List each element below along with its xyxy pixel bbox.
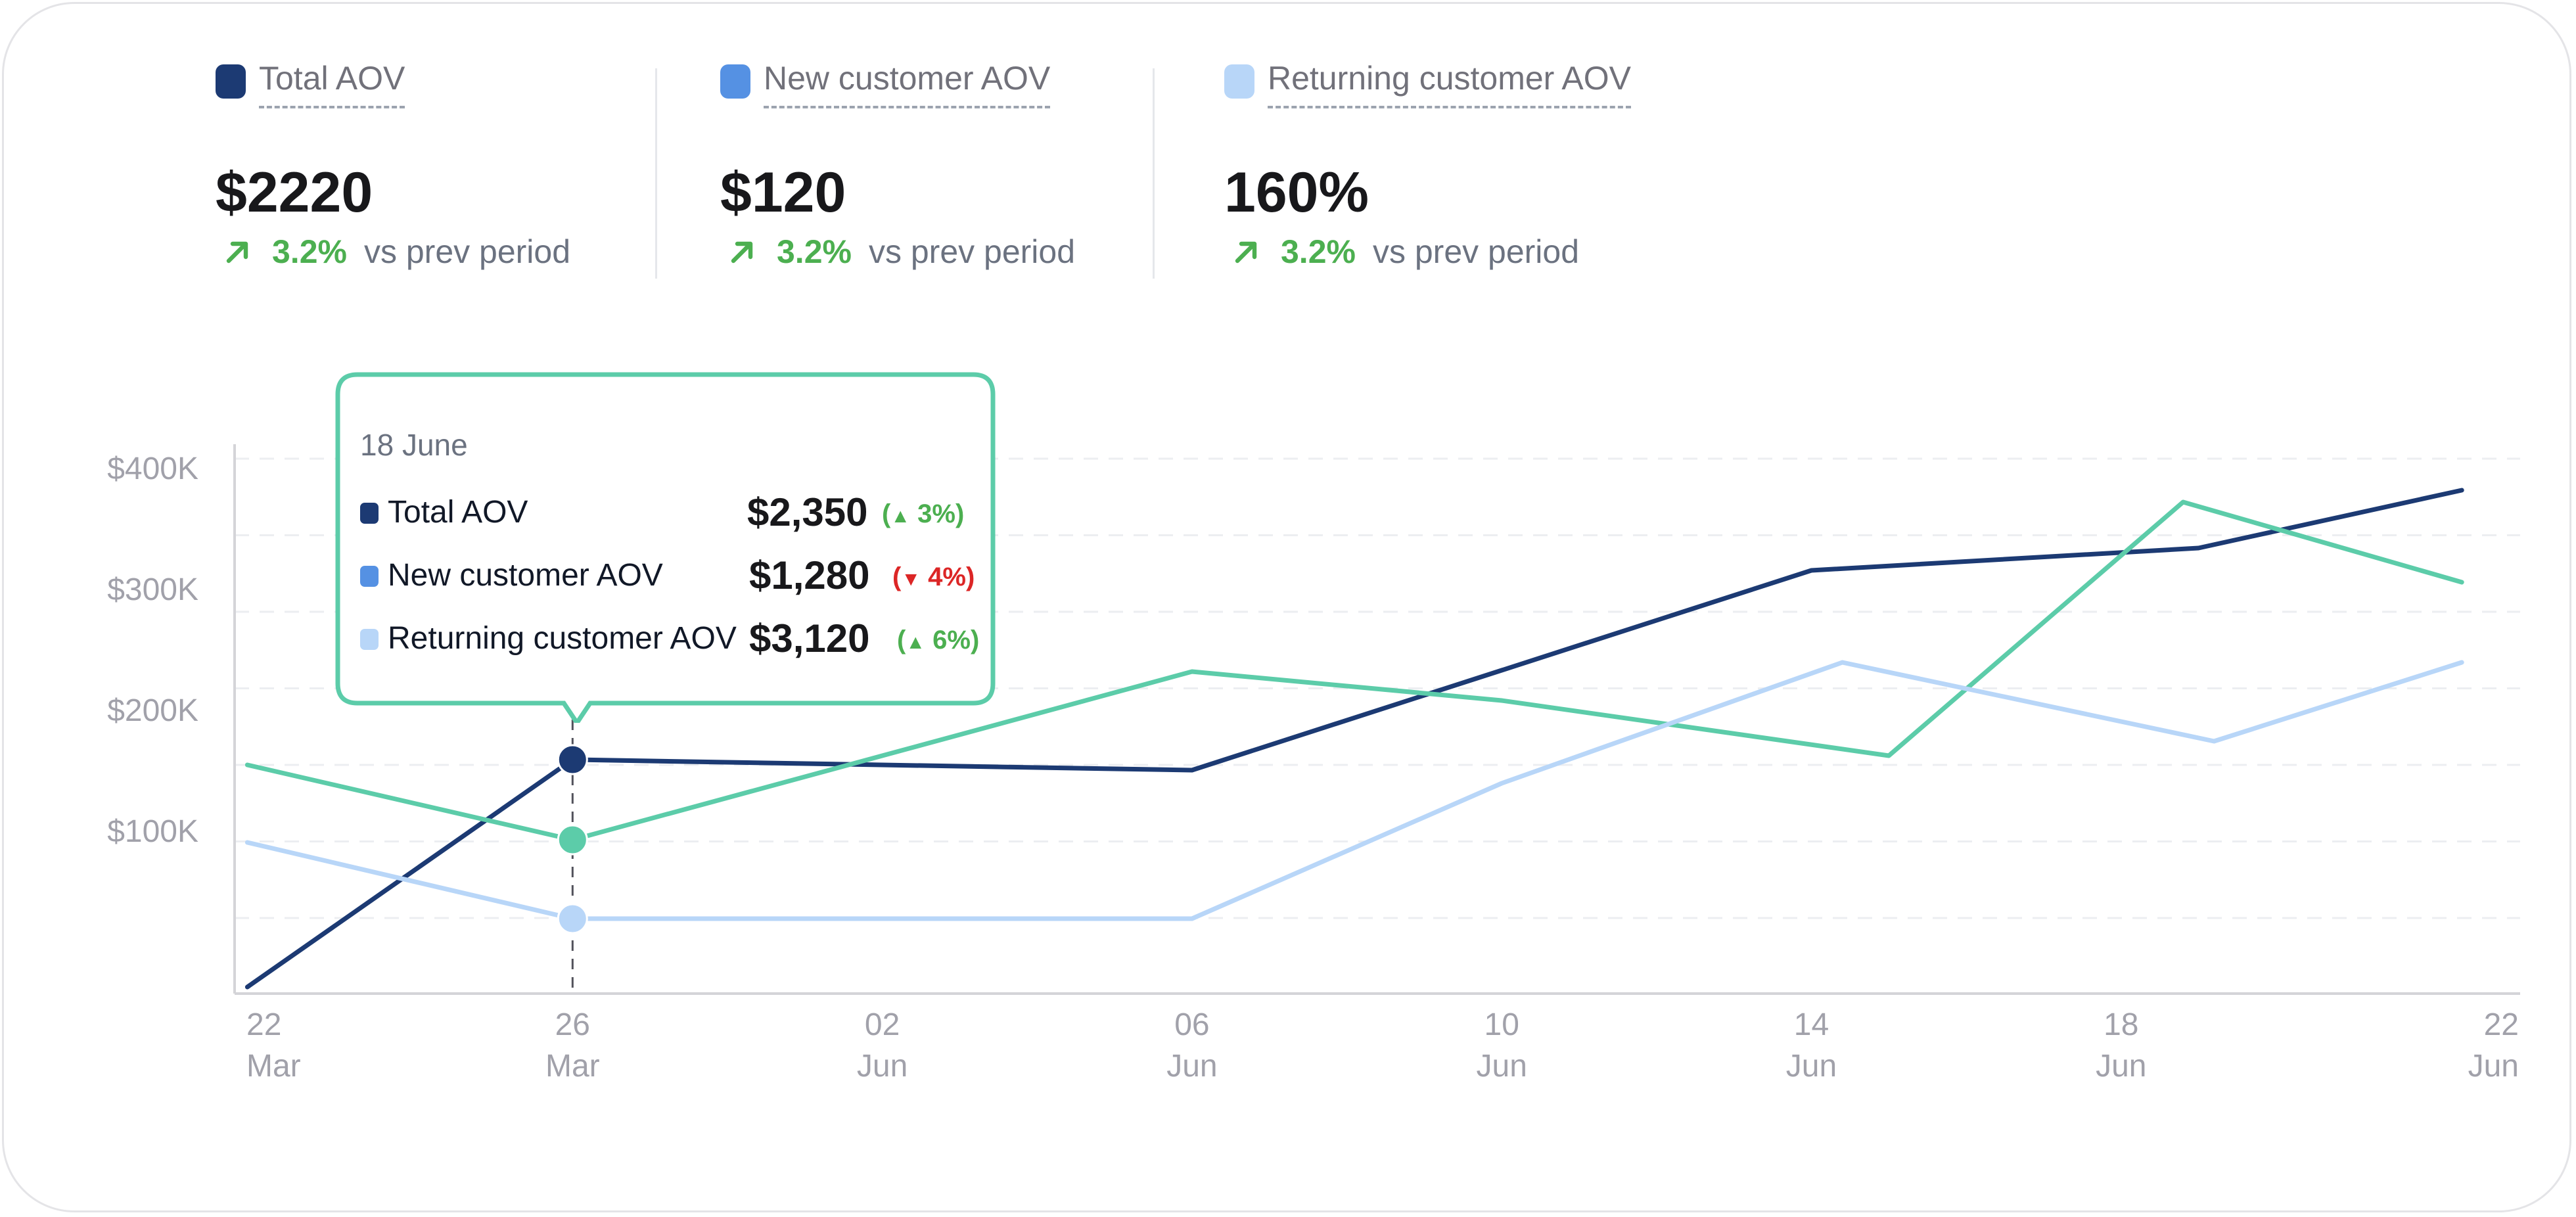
- tooltip-row-value: $2,350: [747, 490, 868, 534]
- x-tick-label-day: 22: [2484, 1007, 2519, 1042]
- y-tick-label: $200K: [107, 693, 198, 728]
- tooltip-row-returning: Returning customer AOV: [360, 620, 737, 656]
- metric-change-suffix: vs prev period: [868, 233, 1076, 270]
- metric-total-aov[interactable]: Total AOV $2220 3.2% vs prev period: [216, 60, 570, 270]
- hover-point-0: [557, 744, 588, 775]
- metric-label[interactable]: Returning customer AOV: [1268, 60, 1632, 108]
- y-tick-label: $100K: [107, 814, 198, 849]
- y-tick-label: $300K: [107, 572, 198, 607]
- hover-point-1: [557, 824, 588, 856]
- axis-layer: $400K $300K $200K $100K 22 Mar 26 Mar 02 Jun 06 Jun…: [107, 444, 2520, 1084]
- tooltip-change-value: 4%: [928, 563, 966, 591]
- tooltip-swatch: [360, 566, 379, 587]
- metric-change-suffix: vs prev period: [363, 233, 571, 270]
- metric-label[interactable]: New customer AOV: [764, 60, 1051, 108]
- metric-divider: [1153, 68, 1155, 279]
- marker-layer: [557, 744, 588, 934]
- x-tick-label-month: Mar: [246, 1049, 301, 1084]
- metric-change-percent: 3.2%: [777, 233, 852, 270]
- metric-label[interactable]: Total AOV: [259, 60, 405, 108]
- triangle-down-icon: ▼: [901, 568, 921, 590]
- x-tick-label-day: 22: [246, 1007, 281, 1042]
- metric-change: 3.2% vs prev period: [222, 233, 570, 271]
- x-tick-label-day: 10: [1484, 1007, 1519, 1042]
- triangle-up-icon: ▲: [890, 505, 911, 527]
- x-tick-label-day: 26: [555, 1007, 590, 1042]
- tooltip-change-value: 3%: [917, 499, 955, 528]
- tooltip-row-change: (▲ 3%): [882, 499, 965, 528]
- trend-up-icon: [1235, 241, 1257, 264]
- metric-value: $2220: [216, 161, 373, 224]
- x-tick-label-day: 18: [2104, 1007, 2138, 1042]
- x-tick-label-month: Jun: [1786, 1049, 1837, 1084]
- tooltip-row-value: $1,280: [749, 553, 870, 597]
- tooltip-date: 18 June: [360, 428, 468, 462]
- x-tick-label-month: Jun: [2468, 1049, 2519, 1084]
- tooltip-row-new: New customer AOV: [360, 557, 663, 593]
- metric-change-percent: 3.2%: [272, 233, 347, 270]
- tooltip-row-total: Total AOV: [360, 494, 528, 530]
- hover-tooltip: 18 June Total AOV $2,350 (▲ 3%) New cust…: [335, 372, 996, 723]
- x-tick-label-month: Jun: [1166, 1049, 1217, 1084]
- metric-value: $120: [720, 161, 846, 224]
- hover-point-2: [557, 903, 588, 934]
- legend-swatch-new: [720, 64, 750, 99]
- legend-swatch-total: [216, 64, 246, 99]
- y-tick-label: $400K: [107, 451, 198, 486]
- tooltip-row-label: New customer AOV: [388, 558, 663, 593]
- tooltip-frame: [335, 372, 996, 723]
- tooltip-swatch: [360, 503, 379, 524]
- x-tick-label-month: Jun: [2096, 1049, 2146, 1084]
- tooltip-row-value: $3,120: [749, 616, 870, 660]
- x-tick-label-month: Jun: [857, 1049, 908, 1084]
- x-tick-label-month: Mar: [545, 1049, 600, 1084]
- metric-returning-customer-aov[interactable]: Returning customer AOV 160% 3.2% vs prev…: [1224, 60, 1632, 270]
- x-tick-label-month: Jun: [1477, 1049, 1527, 1084]
- metric-change: 3.2% vs prev period: [1231, 233, 1579, 271]
- legend-swatch-returning: [1224, 64, 1254, 99]
- trend-up-icon: [731, 241, 753, 264]
- metric-change: 3.2% vs prev period: [727, 233, 1075, 271]
- tooltip-row-change: (▼ 4%): [892, 563, 975, 591]
- tooltip-change-value: 6%: [932, 626, 971, 654]
- tooltip-row-change: (▲ 6%): [897, 626, 980, 654]
- metric-value: 160%: [1224, 161, 1369, 224]
- tooltip-row-label: Returning customer AOV: [388, 621, 737, 656]
- triangle-up-icon: ▲: [906, 631, 926, 653]
- metric-change-suffix: vs prev period: [1372, 233, 1580, 270]
- metric-divider: [655, 68, 657, 279]
- tooltip-swatch: [360, 629, 379, 650]
- x-tick-label-day: 14: [1794, 1007, 1829, 1042]
- tooltip-row-label: Total AOV: [388, 495, 528, 530]
- series-line-0: [244, 488, 2464, 990]
- x-tick-label-day: 06: [1174, 1007, 1209, 1042]
- trend-up-icon: [226, 241, 248, 264]
- metric-new-customer-aov[interactable]: New customer AOV $120 3.2% vs prev perio…: [720, 60, 1075, 270]
- x-tick-label-day: 02: [865, 1007, 900, 1042]
- metric-change-percent: 3.2%: [1281, 233, 1356, 270]
